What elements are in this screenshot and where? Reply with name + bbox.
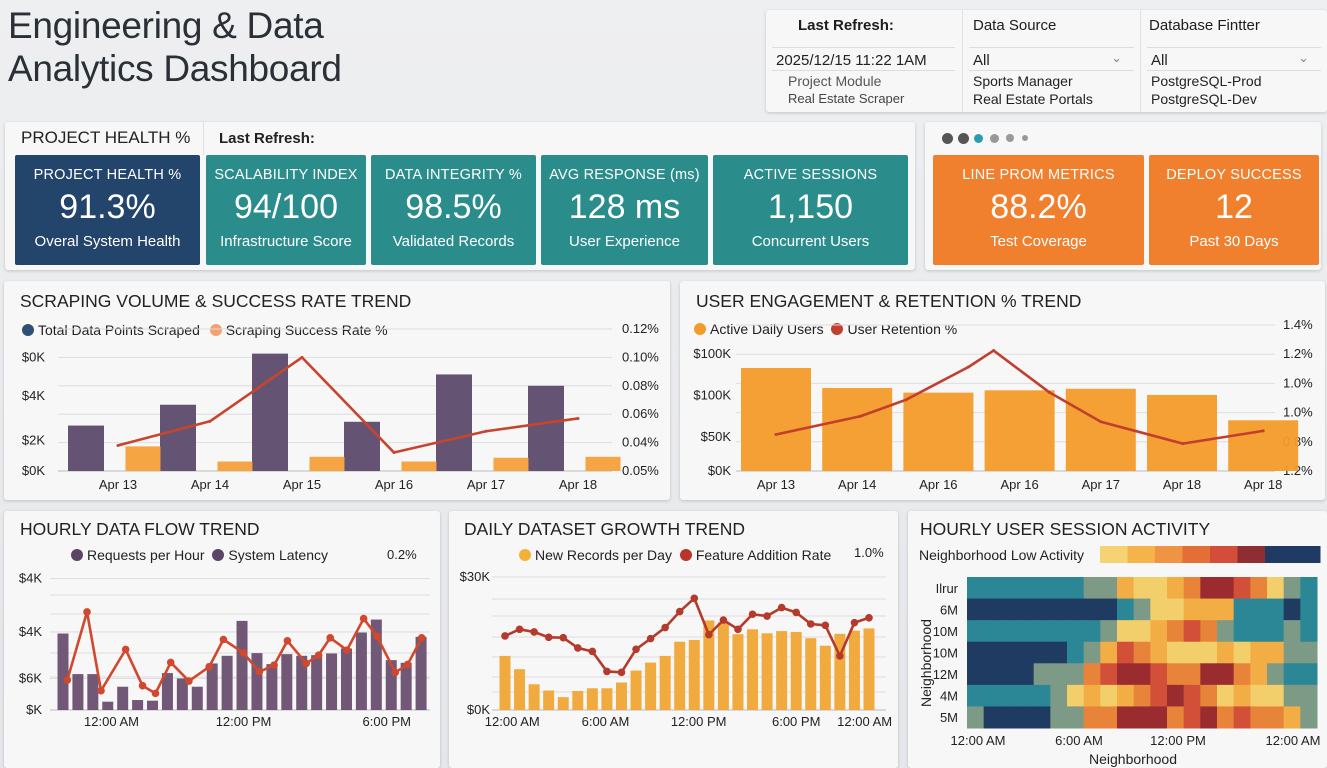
pager-dot[interactable] [1022, 135, 1028, 141]
legend-marker [831, 323, 844, 335]
kpi-value: 94/100 [234, 188, 338, 226]
kpi-title: AVG RESPONSE (ms) [549, 167, 700, 183]
chart-title: DAILY DATASET GROWTH TREND [464, 519, 746, 539]
data-source-option[interactable]: Sports Manager [973, 73, 1073, 89]
heatmap-legend-label: Neighborhood Low Activity [919, 547, 1084, 563]
kpi-title: PROJECT HEALTH % [33, 167, 182, 183]
kpi-panel-title: PROJECT HEALTH % [21, 128, 191, 147]
kpi-value: 1,150 [767, 188, 854, 226]
kpi-panel-deploy: LINE PROM METRICS 88.2% Test Coverage DEPLO… [925, 122, 1321, 270]
kpi-card[interactable]: DATA INTEGRITY % 98.5% Validated Records [371, 155, 536, 265]
chart-title: USER ENGAGEMENT & RETENTION % TREND [696, 291, 1082, 311]
right-axis-label: 1.0% [854, 545, 884, 560]
kpi-title: LINE PROM METRICS [962, 167, 1115, 183]
kpi-card[interactable]: LINE PROM METRICS 88.2% Test Coverage [933, 155, 1144, 265]
kpi-panel: PROJECT HEALTH % Last Refresh: PROJECT H… [5, 122, 915, 270]
kpi-title: SCALABILITY INDEX [214, 167, 358, 183]
legend-marker [679, 549, 692, 561]
chevron-down-icon: ⌄ [1298, 50, 1309, 65]
legend-marker [71, 549, 83, 561]
kpi-card[interactable]: SCALABILITY INDEX 94/100 Infrastructure Sc… [206, 155, 366, 265]
chart-legend: New Records per Day Feature Addition Rat… [519, 547, 831, 563]
kpi-subtitle: Infrastructure Score [220, 233, 352, 250]
last-refresh-filter: Last Refresh: 2025/12/15 11:22 1AM Proje… [766, 10, 961, 112]
kpi-card[interactable]: DEPLOY SUCCESS 12 Past 30 Days [1149, 155, 1319, 265]
legend-marker [519, 549, 531, 561]
chart-legend: Total Data Points Scraped Scraping Succe… [22, 322, 388, 338]
chart-title: HOURLY USER SESSION ACTIVITY [920, 519, 1211, 539]
legend-marker [209, 324, 222, 336]
chart-legend: Requests per Hour System Latency [71, 547, 328, 563]
chart-card-hourly-flow: HOURLY DATA FLOW TREND Requests per Hour… [4, 511, 440, 768]
chart-legend: Active Daily Users User Retention % [694, 321, 957, 337]
legend-marker [212, 549, 225, 561]
database-option[interactable]: PostgreSQL-Dev [1151, 91, 1257, 107]
chart-card-scraping: SCRAPING VOLUME & SUCCESS RATE TREND Tot… [4, 281, 670, 500]
kpi-value: 98.5% [405, 188, 502, 226]
legend-marker [694, 323, 706, 335]
kpi-card[interactable]: PROJECT HEALTH % 91.3% Overal System Healt… [15, 155, 200, 265]
right-axis-label: 0.2% [387, 547, 417, 562]
chart-title: HOURLY DATA FLOW TREND [20, 519, 260, 539]
legend-marker [22, 324, 34, 336]
kpi-value: 91.3% [59, 188, 156, 226]
chart-card-engagement: USER ENGAGEMENT & RETENTION % TREND Acti… [680, 281, 1325, 500]
pager-dot[interactable] [958, 132, 969, 144]
last-refresh-value: 2025/12/15 11:22 1AM [772, 47, 955, 71]
chart-card-session-heatmap: HOURLY USER SESSION ACTIVITY Neighborhoo… [908, 511, 1327, 768]
kpi-last-refresh: Last Refresh: [219, 130, 315, 147]
pager-dot[interactable] [942, 132, 953, 144]
chevron-down-icon: ⌄ [1111, 50, 1122, 65]
database-option[interactable]: PostgreSQL-Prod [1151, 73, 1262, 89]
database-select[interactable]: All ⌄ [1147, 47, 1321, 71]
filter-panel: Last Refresh: 2025/12/15 11:22 1AM Proje… [766, 10, 1327, 112]
kpi-subtitle: Overal System Health [34, 233, 181, 250]
kpi-subtitle: User Experience [569, 233, 680, 250]
pager-dot[interactable] [990, 133, 999, 143]
pager-dot[interactable] [974, 133, 983, 143]
data-source-filter: Data Source All ⌄ Sports Manager Real Est… [962, 10, 1140, 112]
data-source-select[interactable]: All ⌄ [969, 47, 1134, 71]
kpi-card[interactable]: ACTIVE SESSIONS 1,150 Concurrent Users [713, 155, 908, 265]
kpi-subtitle: Concurrent Users [751, 233, 870, 250]
kpi-value: 128 ms [568, 188, 681, 226]
chart-title: SCRAPING VOLUME & SUCCESS RATE TREND [20, 291, 412, 311]
kpi-card[interactable]: AVG RESPONSE (ms) 128 ms User Experience [541, 155, 708, 265]
kpi-title: DEPLOY SUCCESS [1166, 167, 1302, 183]
kpi-subtitle: Test Coverage [990, 233, 1087, 250]
database-filter: Database Fintter All ⌄ PostgreSQL-Prod Po… [1140, 10, 1327, 112]
chart-card-dataset-growth: DAILY DATASET GROWTH TREND New Records p… [449, 511, 898, 768]
kpi-value: 88.2% [990, 188, 1087, 226]
data-source-option[interactable]: Real Estate Portals [973, 91, 1093, 107]
kpi-value: 12 [1215, 188, 1253, 226]
kpi-title: DATA INTEGRITY % [385, 167, 522, 183]
kpi-subtitle: Validated Records [392, 233, 515, 250]
page-title: Engineering & Data Analytics Dashboard [8, 5, 342, 89]
kpi-title: ACTIVE SESSIONS [743, 167, 878, 183]
pager-dot[interactable] [1006, 134, 1014, 142]
kpi-subtitle: Past 30 Days [1189, 233, 1279, 250]
